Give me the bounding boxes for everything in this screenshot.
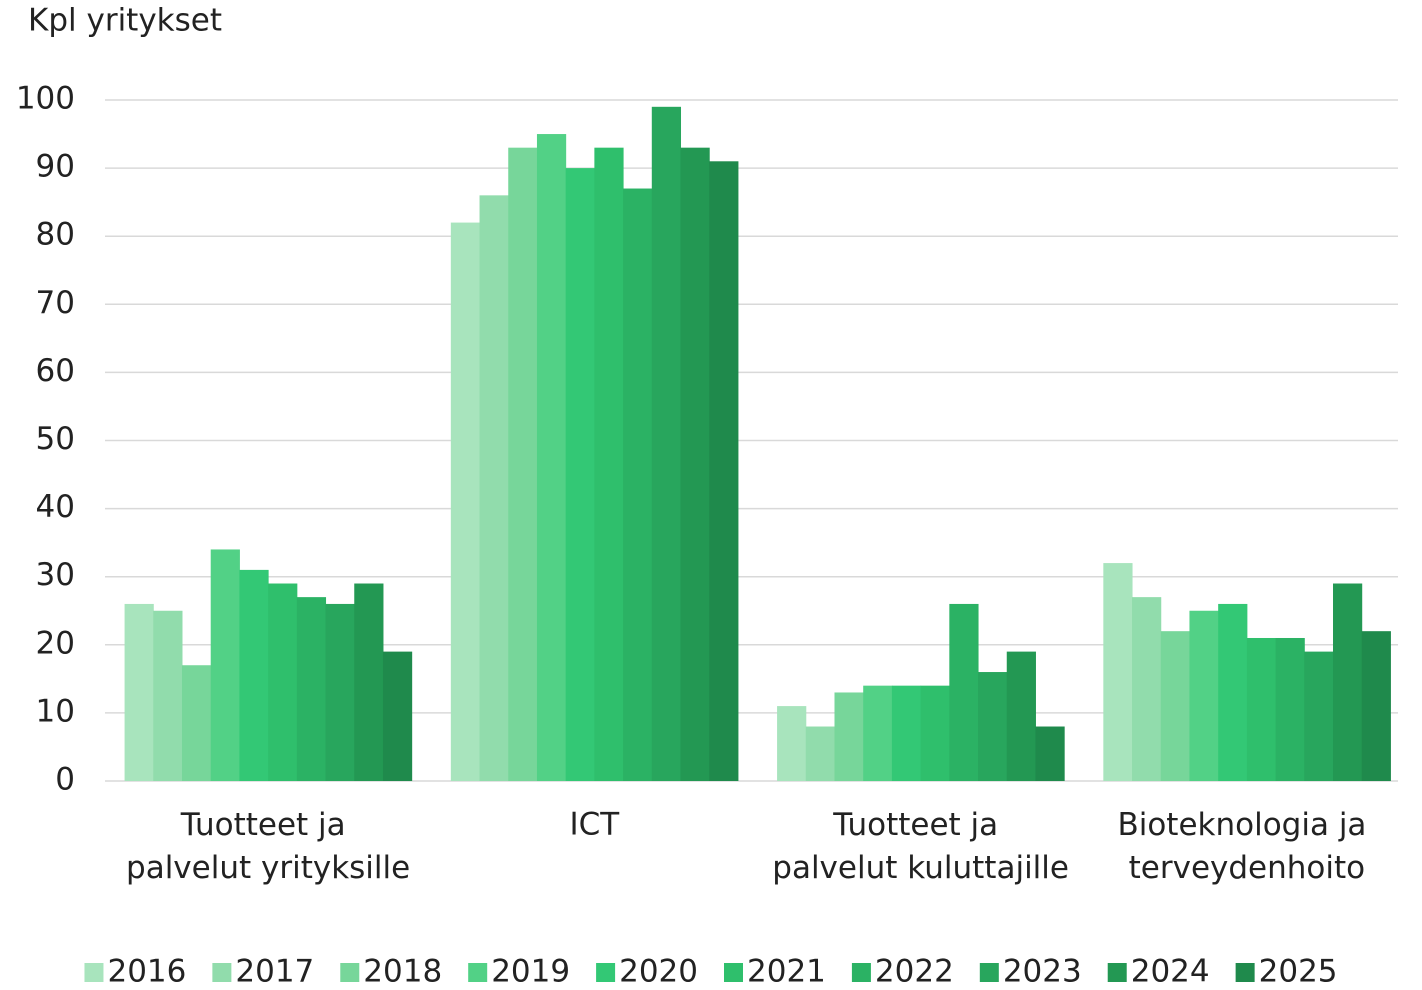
bar xyxy=(834,692,864,781)
bar xyxy=(1006,651,1036,781)
bar xyxy=(1103,563,1133,781)
x-tick-label: ICT xyxy=(570,807,621,843)
bar xyxy=(680,147,710,782)
legend-swatch xyxy=(212,963,232,982)
y-tick-label: 20 xyxy=(36,625,75,661)
legend-label: 2024 xyxy=(1131,954,1210,990)
x-tick-label: Tuotteet ja palvelut kuluttajille xyxy=(772,807,1069,886)
bar xyxy=(1218,603,1248,781)
legend-swatch xyxy=(1107,963,1127,982)
bar xyxy=(1333,583,1363,781)
bar xyxy=(594,147,624,782)
x-tick-label: Bioteknologia ja terveydenhoito xyxy=(1117,807,1376,886)
bar xyxy=(1304,651,1334,781)
bar xyxy=(124,603,154,781)
bar xyxy=(623,188,653,781)
bar xyxy=(354,583,384,781)
x-tick-label: Tuotteet ja palvelut yrityksille xyxy=(126,807,410,886)
legend-label: 2025 xyxy=(1259,954,1338,990)
bar xyxy=(1361,631,1391,781)
bar xyxy=(536,134,567,782)
bar xyxy=(1132,597,1162,781)
y-tick-label: 60 xyxy=(36,353,75,389)
bar xyxy=(450,222,481,781)
legend-swatch xyxy=(596,963,616,982)
legend-label: 2023 xyxy=(1003,954,1082,990)
bar xyxy=(296,597,327,781)
legend-label: 2017 xyxy=(235,954,314,990)
legend-swatch xyxy=(851,963,871,982)
bar xyxy=(978,672,1008,781)
y-tick-label: 50 xyxy=(36,421,75,457)
bar xyxy=(239,569,269,781)
legend-label: 2018 xyxy=(363,954,442,990)
bar xyxy=(153,610,183,781)
y-tick-label: 40 xyxy=(36,489,75,525)
bar xyxy=(709,161,739,782)
bar xyxy=(805,726,835,781)
bar xyxy=(949,603,979,781)
y-tick-label: 90 xyxy=(36,149,75,185)
legend-swatch xyxy=(1235,963,1255,982)
bar xyxy=(479,195,509,782)
legend-label: 2021 xyxy=(747,954,826,990)
bar xyxy=(565,168,595,782)
y-tick-label: 80 xyxy=(36,217,75,253)
bar xyxy=(920,685,950,781)
y-tick-label: 0 xyxy=(55,762,75,798)
legend-label: 2019 xyxy=(491,954,570,990)
bar xyxy=(210,549,240,781)
bar xyxy=(1160,631,1190,781)
bar xyxy=(1035,726,1065,781)
bar xyxy=(382,651,413,781)
legend-label: 2020 xyxy=(619,954,698,990)
bar xyxy=(777,706,807,781)
bar xyxy=(1246,637,1277,781)
legend-label: 2016 xyxy=(107,954,186,990)
legend-swatch xyxy=(340,963,360,982)
bar xyxy=(891,685,922,781)
bar xyxy=(325,603,355,781)
bar xyxy=(1189,610,1219,781)
bar xyxy=(863,685,893,781)
bar xyxy=(268,583,298,781)
y-tick-label: 100 xyxy=(16,81,75,117)
y-tick-label: 70 xyxy=(36,285,75,321)
bar xyxy=(1275,637,1305,781)
bar xyxy=(651,106,682,781)
legend-swatch xyxy=(724,963,743,982)
y-axis-label: Kpl yritykset xyxy=(28,3,222,39)
legend-label: 2022 xyxy=(875,954,954,990)
y-tick-label: 10 xyxy=(36,693,75,729)
legend-swatch xyxy=(468,963,488,982)
y-tick-label: 30 xyxy=(36,557,75,593)
bar xyxy=(508,147,538,782)
legend-swatch xyxy=(84,963,104,982)
legend-swatch xyxy=(979,963,999,982)
bar xyxy=(181,665,212,781)
